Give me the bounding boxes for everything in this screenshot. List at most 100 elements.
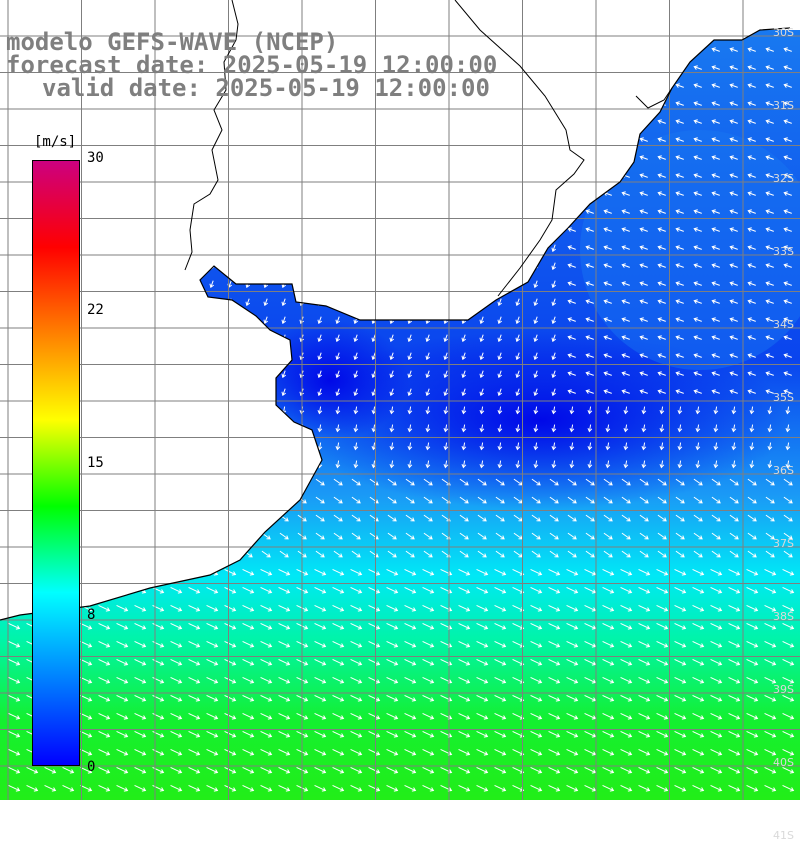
wind-arrow (368, 713, 381, 720)
wind-arrow (548, 749, 561, 756)
wind-arrow (623, 424, 629, 433)
wind-arrow (242, 623, 255, 630)
wind-arrow (188, 677, 201, 684)
wind-arrow (227, 136, 233, 145)
wind-arrow (443, 370, 449, 379)
wind-arrow (44, 767, 57, 774)
wind-arrow (515, 226, 521, 235)
wind-arrow (98, 569, 111, 576)
wind-arrow (386, 641, 399, 648)
wind-arrow (747, 65, 756, 70)
wind-arrow (531, 550, 541, 558)
wind-arrow (585, 532, 595, 540)
wind-arrow (783, 335, 792, 340)
wind-arrow (767, 460, 773, 469)
wind-arrow (566, 623, 579, 630)
wind-arrow (479, 370, 485, 379)
wind-arrow (549, 550, 559, 558)
wind-arrow (621, 47, 630, 52)
wind-arrow (533, 388, 539, 397)
wind-arrow (117, 496, 127, 504)
wind-arrow (317, 226, 323, 235)
wind-arrow (477, 550, 487, 558)
wind-arrow (585, 371, 594, 376)
wind-arrow (782, 659, 795, 666)
wind-arrow (245, 136, 251, 145)
wind-arrow (549, 478, 559, 486)
wind-arrow (137, 298, 143, 307)
wind-arrow (621, 317, 630, 322)
wind-arrow (317, 370, 323, 379)
wind-arrow (189, 514, 199, 522)
wind-arrow (515, 352, 521, 361)
wind-arrow (317, 190, 323, 199)
wind-arrow (603, 155, 612, 160)
wind-arrow (747, 263, 756, 268)
wind-arrow (422, 731, 435, 738)
wind-arrow (638, 641, 651, 648)
wind-arrow (729, 209, 738, 214)
wind-arrow (533, 280, 539, 289)
wind-arrow (458, 785, 471, 792)
wind-arrow (335, 172, 341, 181)
wind-arrow (170, 731, 183, 738)
wind-arrow (566, 569, 579, 576)
wind-arrow (335, 190, 341, 199)
wind-arrow (371, 352, 377, 361)
wind-arrow (11, 154, 17, 163)
wind-arrow (314, 767, 327, 774)
wind-arrow (206, 605, 219, 612)
wind-arrow (479, 244, 485, 253)
wind-arrow (639, 353, 648, 358)
wind-arrow (515, 298, 521, 307)
wind-arrow (335, 334, 341, 343)
wind-arrow (515, 100, 521, 109)
wind-arrow (191, 280, 197, 289)
wind-arrow (657, 299, 666, 304)
wind-arrow (152, 605, 165, 612)
wind-arrow (135, 478, 145, 486)
wind-arrow (584, 623, 597, 630)
wind-arrow (224, 659, 237, 666)
wind-arrow (368, 623, 381, 630)
wind-arrow (245, 226, 251, 235)
wind-arrow (711, 496, 721, 504)
wind-arrow (116, 569, 129, 576)
wind-arrow (729, 137, 738, 142)
wind-arrow (191, 118, 197, 127)
wind-arrow (566, 731, 579, 738)
wind-arrow (530, 749, 543, 756)
wind-arrow (83, 424, 89, 433)
wind-arrow (476, 605, 489, 612)
wind-arrow (567, 209, 576, 214)
wind-arrow (260, 749, 273, 756)
wind-arrow (656, 695, 669, 702)
wind-arrow (603, 245, 612, 250)
wind-arrow (764, 569, 777, 576)
wind-arrow (530, 659, 543, 666)
wind-arrow (189, 532, 199, 540)
wind-arrow (317, 316, 323, 325)
wind-arrow (731, 424, 737, 433)
wind-arrow (621, 101, 630, 106)
wind-arrow (65, 118, 71, 127)
wind-arrow (479, 424, 485, 433)
wind-arrow (783, 209, 792, 214)
wind-arrow (729, 299, 738, 304)
wind-arrow (657, 227, 666, 232)
wind-arrow (747, 353, 756, 358)
wind-arrow (515, 334, 521, 343)
wind-arrow (407, 172, 413, 181)
wind-arrow (765, 137, 774, 142)
wind-arrow (603, 371, 612, 376)
wind-arrow (389, 118, 395, 127)
colorbar-tick-8: 8 (87, 607, 96, 623)
wind-arrow (173, 388, 179, 397)
wind-arrow (278, 623, 291, 630)
wind-arrow (368, 605, 381, 612)
wind-arrow (620, 623, 633, 630)
wind-arrow (461, 370, 467, 379)
wind-arrow (188, 695, 201, 702)
wind-arrow (11, 172, 17, 181)
wind-arrow (747, 155, 756, 160)
